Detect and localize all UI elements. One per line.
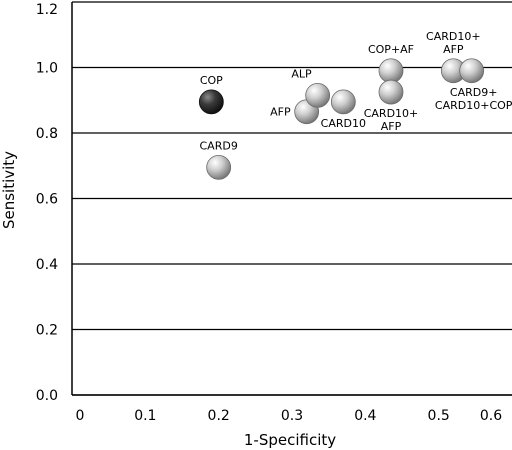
point-label-1: CARD9 — [200, 139, 238, 152]
point-label-1-line-0: CARD9 — [200, 139, 238, 152]
x-tick-label-3: 0.3 — [281, 408, 303, 424]
data-point-5 — [378, 58, 404, 84]
data-point-0 — [198, 89, 224, 115]
point-label-4-line-0: CARD10 — [321, 117, 366, 130]
y-tick-label-5: 1.0 — [36, 61, 58, 77]
point-label-8: CARD9+ CARD10+COP — [435, 86, 512, 112]
point-label-3-line-0: ALP — [291, 67, 312, 80]
point-label-5: COP+AF — [368, 43, 414, 56]
axes — [71, 2, 512, 396]
x-tick-labels: 0 0.1 0.2 0.3 0.4 0.5 0.6 — [76, 408, 503, 424]
x-tick-label-0: 0 — [76, 408, 85, 424]
point-label-5-line-0: COP+AF — [368, 43, 414, 56]
x-tick-label-1: 0.1 — [134, 408, 156, 424]
point-label-6-line-0: CARD10+ — [364, 107, 419, 120]
y-tick-labels: 0.0 0.2 0.4 0.6 0.8 1.0 1.2 — [36, 2, 58, 404]
point-label-6-line-1: AFP — [381, 120, 402, 133]
x-tick-label-5: 0.5 — [428, 408, 450, 424]
point-label-0-line-0: COP — [200, 74, 223, 87]
x-axis-title: 1-Specificity — [244, 431, 336, 449]
data-point-1 — [206, 154, 232, 180]
point-label-8-line-1: CARD10+COP — [435, 99, 512, 112]
x-tick-label-6: 0.6 — [480, 408, 502, 424]
point-label-6: CARD10+ AFP — [364, 107, 419, 133]
point-label-3: ALP — [291, 67, 312, 80]
x-tick-label-2: 0.2 — [208, 408, 230, 424]
y-tick-label-2: 0.4 — [36, 257, 58, 273]
data-point-3 — [305, 82, 331, 108]
data-points — [198, 58, 485, 180]
y-tick-label-3: 0.6 — [36, 192, 58, 208]
data-point-8 — [459, 58, 485, 84]
y-tick-label-6: 1.2 — [36, 2, 58, 18]
x-tick-label-4: 0.4 — [354, 408, 376, 424]
point-label-2-line-0: AFP — [270, 106, 291, 119]
y-tick-label-1: 0.2 — [36, 323, 58, 339]
y-axis-title: Sensitivity — [0, 151, 18, 229]
point-label-7: CARD10+ AFP — [426, 30, 481, 56]
point-label-7-line-0: CARD10+ — [426, 30, 481, 43]
grid-lines — [72, 1, 512, 396]
point-label-4: CARD10 — [321, 117, 366, 130]
point-label-2: AFP — [270, 106, 291, 119]
data-point-4 — [330, 89, 356, 115]
y-tick-label-4: 0.8 — [36, 126, 58, 142]
point-label-8-line-0: CARD9+ — [450, 86, 498, 99]
point-label-7-line-1: AFP — [443, 43, 464, 56]
data-point-6 — [378, 79, 404, 105]
point-label-0: COP — [200, 74, 223, 87]
y-tick-label-0: 0.0 — [36, 388, 58, 404]
